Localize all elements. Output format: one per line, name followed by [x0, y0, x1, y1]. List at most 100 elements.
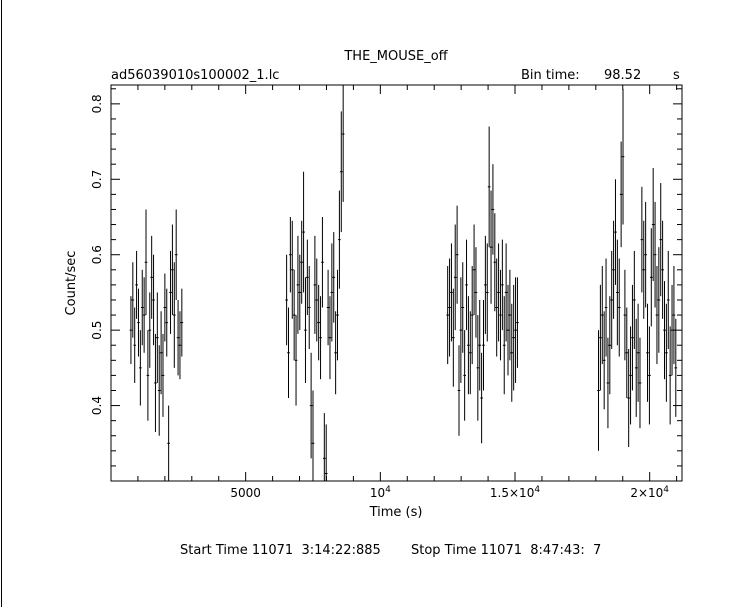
data-point: [457, 345, 461, 436]
data-point: [510, 303, 514, 402]
data-point: [516, 277, 519, 368]
data-point: [452, 288, 455, 387]
data-point: [502, 296, 506, 395]
data-point: [468, 311, 472, 395]
data-point: [300, 220, 304, 304]
data-point: [163, 273, 167, 342]
data-point: [474, 247, 478, 338]
data-point: [313, 235, 317, 334]
data-point: [633, 250, 636, 349]
data-point: [139, 330, 142, 406]
bin-time-unit: s: [673, 68, 680, 83]
data-point: [311, 390, 315, 481]
data-point: [324, 424, 328, 481]
data-point: [167, 405, 170, 481]
data-point: [298, 254, 302, 331]
stop-time: Stop Time 11071 8:47:43: 7: [411, 543, 601, 558]
data-point: [631, 284, 634, 391]
data-point: [306, 239, 309, 316]
data-point: [455, 205, 459, 304]
data-point: [672, 266, 676, 365]
data-point: [614, 179, 617, 285]
data-point: [495, 258, 499, 357]
data-point: [653, 201, 657, 308]
data-point: [461, 262, 465, 353]
data-point: [472, 224, 476, 316]
data-point: [657, 247, 661, 353]
data-point: [446, 266, 450, 365]
data-point: [497, 243, 500, 342]
data-point: [309, 352, 313, 459]
data-point: [482, 299, 485, 391]
data-point: [171, 224, 174, 316]
data-point: [133, 307, 137, 383]
data-point: [178, 311, 182, 380]
data-point: [489, 190, 493, 304]
data-point: [670, 284, 674, 376]
x-tick-label: 2×104: [630, 485, 669, 500]
data-point: [480, 352, 483, 444]
data-point: [317, 284, 320, 361]
data-point: [616, 239, 619, 346]
data-point: [508, 269, 512, 361]
data-point: [512, 284, 515, 391]
data-point: [659, 183, 663, 297]
data-point: [665, 303, 668, 402]
data-point: [621, 88, 625, 225]
data-point: [172, 262, 176, 368]
data-point: [487, 126, 491, 248]
data-point: [514, 277, 517, 383]
data-point: [296, 235, 300, 334]
y-tick-label: 0.6: [90, 245, 104, 264]
data-point: [470, 266, 474, 365]
data-point: [285, 254, 288, 346]
data-point: [627, 349, 630, 448]
y-tick-label: 0.8: [90, 94, 104, 113]
data-point: [174, 209, 178, 300]
data-point: [467, 296, 470, 395]
data-point: [322, 413, 326, 481]
data-point: [666, 250, 670, 349]
data-point: [648, 326, 651, 425]
data-point: [289, 217, 292, 293]
data-point: [315, 258, 319, 342]
data-point: [453, 224, 457, 331]
data-point: [634, 318, 638, 417]
data-point: [644, 201, 647, 308]
data-point: [338, 190, 341, 289]
data-point: [165, 288, 169, 357]
data-point: [625, 307, 629, 399]
data-point: [332, 232, 336, 323]
data-point: [341, 85, 345, 202]
data-point: [448, 258, 451, 357]
data-point: [326, 269, 330, 346]
data-point: [157, 345, 161, 436]
data-point: [599, 284, 602, 391]
data-point: [600, 266, 604, 365]
data-point: [623, 269, 627, 361]
data-point: [646, 303, 649, 402]
data-point: [674, 318, 678, 417]
file-label: ad56039010s100002_1.lc: [111, 68, 279, 83]
data-point: [129, 296, 133, 365]
data-point: [476, 315, 480, 421]
y-axis-label: Count/sec: [64, 251, 79, 316]
x-axis-label: Time (s): [369, 505, 423, 520]
data-point: [319, 296, 322, 380]
data-point: [504, 243, 508, 342]
x-tick-label: 104: [370, 485, 391, 500]
data-point: [651, 167, 655, 282]
data-point: [137, 288, 140, 357]
data-point: [150, 235, 153, 319]
data-point: [663, 281, 666, 380]
data-point: [459, 277, 463, 383]
data-point: [180, 288, 184, 357]
data-point: [597, 330, 600, 451]
data-point: [638, 337, 642, 429]
data-point: [336, 269, 339, 361]
data-point: [629, 326, 632, 425]
data-point: [292, 269, 296, 361]
data-points: [129, 85, 678, 481]
